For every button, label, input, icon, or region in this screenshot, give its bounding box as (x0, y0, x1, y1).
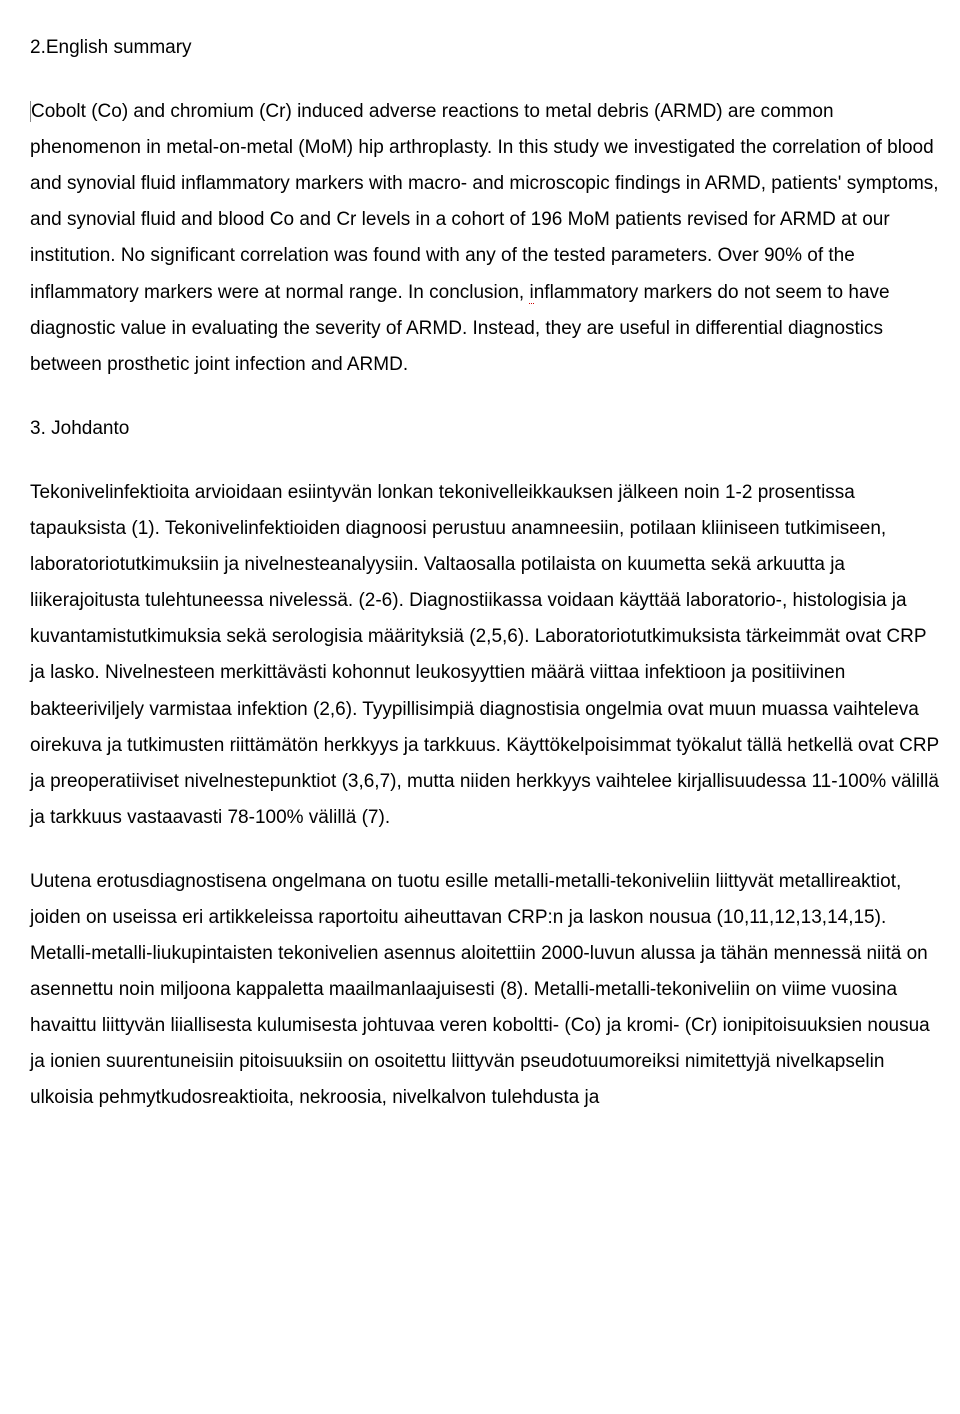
johdanto-paragraph-1: Tekonivelinfektioita arvioidaan esiintyv… (30, 475, 940, 836)
summary-paragraph: Cobolt (Co) and chromium (Cr) induced ad… (30, 94, 940, 383)
section-heading-english-summary: 2.English summary (30, 30, 940, 66)
johdanto-paragraph-2: Uutena erotusdiagnostisena ongelmana on … (30, 864, 940, 1117)
paragraph-text-a: Cobolt (Co) and chromium (Cr) induced ad… (30, 101, 939, 266)
paragraph-text-b-prefix: inflammatory markers were at normal rang… (30, 282, 529, 303)
section-heading-johdanto: 3. Johdanto (30, 411, 940, 447)
